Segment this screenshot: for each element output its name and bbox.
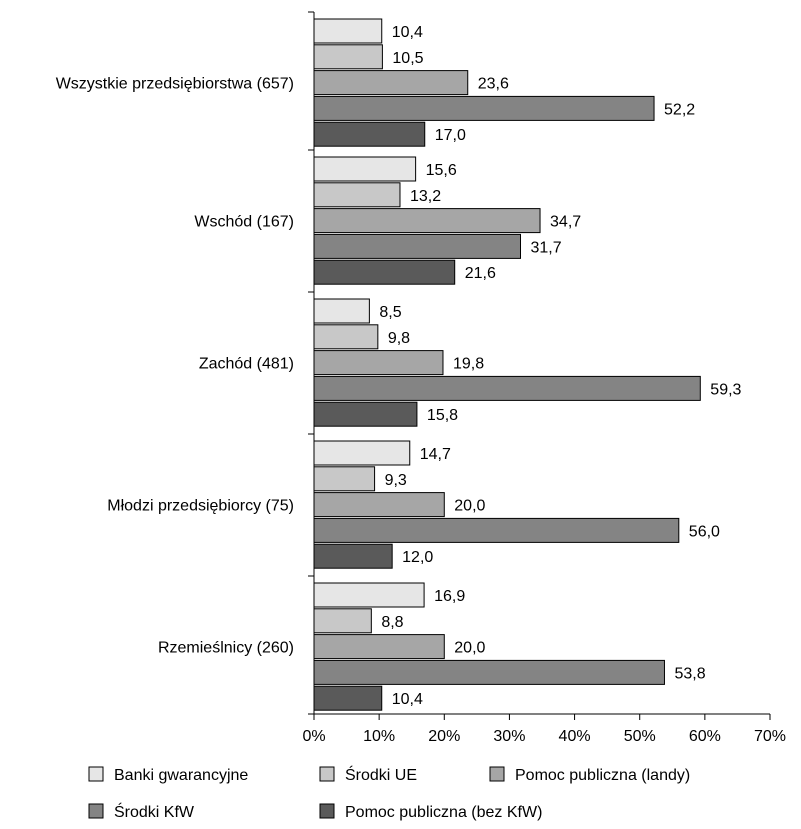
x-tick-label: 20% [428, 728, 460, 745]
legend-swatch-pomoc-publiczna-bez-kfw [319, 803, 335, 819]
data-label: 31,7 [531, 239, 562, 256]
data-label: 52,2 [664, 101, 695, 118]
legend-swatch-srodki-ue [319, 766, 335, 782]
legend: Banki gwarancyjne Środki UE Pomoc publiczn… [88, 765, 690, 821]
bar-pomoc-publiczna-landy-3 [313, 350, 444, 376]
data-label: 23,6 [478, 76, 509, 93]
bar-srodki-ue-5 [313, 608, 372, 634]
x-tick-label: 10% [363, 728, 395, 745]
data-label: 14,7 [420, 446, 451, 463]
data-label: 13,2 [410, 188, 441, 205]
bar-pomoc-publiczna-bez-kfw-3 [313, 401, 418, 427]
category-label: Rzemieślnicy (260) [158, 640, 294, 657]
data-label: 20,0 [454, 498, 485, 515]
category-label: Zachód (481) [199, 356, 294, 373]
data-label: 16,9 [434, 588, 465, 605]
bar-srodki-ue-2 [313, 182, 401, 208]
data-label: 10,4 [392, 691, 423, 708]
data-label: 12,0 [402, 549, 433, 566]
bar-banki-gwarancyjne-1 [313, 18, 383, 44]
data-label: 10,5 [392, 50, 423, 67]
bar-srodki-ue-3 [313, 324, 379, 350]
bar-pomoc-publiczna-landy-1 [313, 70, 469, 96]
data-label: 19,8 [453, 356, 484, 373]
category-label: Młodzi przedsiębiorcy (75) [107, 498, 294, 515]
bar-pomoc-publiczna-bez-kfw-2 [313, 259, 456, 285]
legend-swatch-banki-gwarancyjne [88, 766, 104, 782]
legend-label: Banki gwarancyjne [114, 767, 248, 784]
bar-srodki-ue-1 [313, 44, 383, 70]
bar-srodki-ue-4 [313, 466, 376, 492]
category-label: Wschód (167) [194, 214, 294, 231]
data-label: 56,0 [689, 523, 720, 540]
legend-label: Pomoc publiczna (bez KfW) [345, 804, 542, 821]
data-label: 8,5 [379, 304, 401, 321]
data-label: 34,7 [550, 214, 581, 231]
legend-swatch-pomoc-publiczna-landy [489, 766, 505, 782]
bar-pomoc-publiczna-bez-kfw-4 [313, 543, 393, 569]
bar-srodki-kfw-1 [313, 95, 655, 121]
value-labels-layer: 10,4 10,5 23,6 52,2 17,0 15,6 13,2 34,7 31,7 21,6… [379, 24, 741, 708]
bar-pomoc-publiczna-bez-kfw-1 [313, 121, 426, 147]
bar-pomoc-publiczna-landy-5 [313, 634, 445, 660]
bar-banki-gwarancyjne-5 [313, 582, 425, 608]
legend-label: Środki KfW [114, 802, 195, 821]
bar-srodki-kfw-2 [313, 233, 522, 259]
bars-layer [313, 18, 701, 711]
data-label: 17,0 [435, 127, 466, 144]
data-label: 9,3 [385, 472, 407, 489]
data-label: 21,6 [465, 265, 496, 282]
legend-label: Środki UE [345, 765, 417, 784]
category-labels-layer: Wszystkie przedsiębiorstwa (657) Wschód (… [56, 76, 294, 657]
bar-banki-gwarancyjne-4 [313, 440, 411, 466]
x-tick-label: 70% [754, 728, 786, 745]
data-label: 15,8 [427, 407, 458, 424]
bar-srodki-kfw-5 [313, 659, 665, 685]
data-label: 8,8 [381, 614, 403, 631]
data-label: 59,3 [710, 381, 741, 398]
bar-banki-gwarancyjne-2 [313, 156, 417, 182]
x-tick-label: 30% [493, 728, 525, 745]
data-label: 10,4 [392, 24, 423, 41]
bar-pomoc-publiczna-bez-kfw-5 [313, 685, 383, 711]
legend-swatch-srodki-kfw [88, 803, 104, 819]
x-tick-label: 40% [559, 728, 591, 745]
data-label: 20,0 [454, 640, 485, 657]
bar-srodki-kfw-3 [313, 375, 701, 401]
x-tick-label: 60% [689, 728, 721, 745]
x-tick-label: 50% [624, 728, 656, 745]
bar-pomoc-publiczna-landy-2 [313, 208, 541, 234]
legend-label: Pomoc publiczna (landy) [515, 767, 690, 784]
bar-banki-gwarancyjne-3 [313, 298, 370, 324]
data-label: 9,8 [388, 330, 410, 347]
bar-pomoc-publiczna-landy-4 [313, 492, 445, 518]
axes: 0% 10% 20% 30% 40% 50% 60% 70% [302, 11, 786, 745]
data-label: 15,6 [426, 162, 457, 179]
category-label: Wszystkie przedsiębiorstwa (657) [56, 76, 294, 93]
bar-srodki-kfw-4 [313, 517, 680, 543]
x-tick-label: 0% [302, 728, 325, 745]
data-label: 53,8 [674, 665, 705, 682]
